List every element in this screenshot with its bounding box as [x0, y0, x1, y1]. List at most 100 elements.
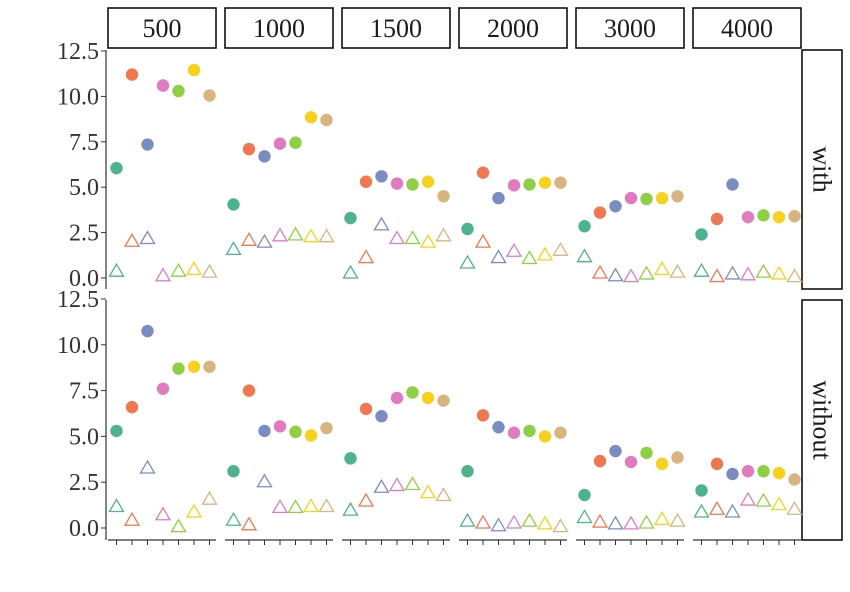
point-triangle-without-500-0 [108, 498, 125, 513]
strip-box-col-1500 [341, 7, 451, 49]
point-circle-with-1000-3 [273, 137, 287, 150]
y-tick-label-without: 7.5 [69, 379, 99, 405]
x-axes [108, 539, 801, 545]
point-circle-with-4000-2 [726, 178, 739, 191]
point-circle-without-1000-1 [242, 384, 256, 397]
point-circle-without-500-6 [203, 360, 216, 373]
point-triangle-with-2000-5 [536, 246, 554, 261]
point-circle-with-1500-5 [421, 175, 435, 188]
point-circle-without-1500-0 [344, 452, 357, 465]
point-circle-with-1000-4 [289, 136, 302, 149]
point-triangle-with-1500-0 [342, 264, 359, 279]
point-circle-without-1500-2 [375, 410, 388, 423]
point-triangle-with-3000-6 [669, 263, 686, 278]
point-triangle-without-1500-3 [388, 477, 406, 492]
point-circle-without-4000-5 [772, 466, 786, 480]
point-triangle-without-1500-4 [404, 476, 421, 491]
point-triangle-with-3000-0 [576, 248, 593, 263]
point-triangle-without-2000-0 [459, 512, 476, 527]
point-circle-with-2000-5 [538, 176, 552, 189]
point-triangle-without-1000-2 [256, 473, 273, 488]
y-tick-label-with: 0.0 [69, 266, 99, 292]
point-circle-with-1500-2 [375, 170, 388, 183]
point-circle-without-2000-5 [538, 430, 552, 443]
point-triangle-with-1500-2 [373, 216, 390, 231]
strip-label-col-500: 500 [143, 14, 182, 43]
y-tick-label-without: 10.0 [57, 333, 99, 359]
point-triangle-without-4000-4 [755, 492, 772, 507]
point-circle-with-1500-6 [437, 190, 450, 203]
point-triangle-without-500-2 [139, 459, 156, 474]
strip-box-col-500 [107, 7, 217, 49]
point-circle-with-1000-2 [258, 150, 271, 163]
strip-label-row-without: without [808, 380, 837, 460]
point-triangle-without-1500-1 [357, 492, 375, 507]
point-triangle-with-4000-1 [708, 268, 726, 283]
point-circle-with-4000-0 [695, 228, 708, 241]
point-triangle-without-500-6 [201, 490, 218, 505]
point-circle-with-500-3 [156, 79, 170, 92]
point-triangle-without-500-1 [123, 511, 141, 526]
data-points [108, 63, 803, 533]
point-triangle-with-4000-2 [724, 265, 741, 280]
point-circle-with-1000-5 [304, 111, 318, 124]
point-circle-with-2000-0 [461, 222, 474, 236]
point-triangle-without-3000-4 [638, 514, 655, 529]
point-triangle-with-2000-6 [552, 242, 569, 256]
point-circle-with-500-2 [141, 138, 154, 151]
y-tick-label-with: 10.0 [57, 84, 99, 110]
point-circle-without-500-5 [187, 360, 201, 373]
strip-box-row-with [801, 49, 843, 290]
point-triangle-without-2000-2 [490, 517, 507, 532]
point-triangle-without-4000-6 [786, 500, 803, 515]
point-triangle-without-500-3 [154, 506, 172, 521]
point-triangle-without-2000-6 [552, 518, 569, 533]
point-triangle-with-1000-0 [225, 241, 242, 256]
point-circle-without-500-1 [125, 400, 139, 414]
strip-label-col-3000: 3000 [604, 14, 656, 43]
point-triangle-with-3000-2 [607, 267, 624, 282]
point-circle-without-1500-4 [406, 386, 419, 399]
point-circle-without-3000-5 [655, 457, 669, 471]
point-triangle-with-4000-6 [786, 268, 803, 283]
point-circle-without-3000-0 [578, 488, 591, 502]
point-circle-with-3000-2 [609, 200, 622, 213]
point-circle-with-2000-1 [476, 166, 490, 179]
point-circle-with-4000-3 [741, 210, 755, 224]
point-triangle-without-1500-5 [419, 484, 437, 499]
y-tick-label-without: 2.5 [69, 470, 99, 496]
point-circle-with-1000-1 [242, 142, 256, 156]
point-triangle-without-4000-0 [693, 503, 710, 518]
point-circle-without-500-0 [110, 424, 123, 438]
point-circle-without-1000-4 [289, 425, 302, 439]
point-circle-with-4000-5 [772, 210, 786, 224]
point-circle-with-1000-6 [320, 113, 333, 127]
point-circle-without-1000-0 [227, 465, 240, 478]
point-triangle-without-3000-5 [653, 511, 671, 525]
point-triangle-with-1500-5 [419, 233, 437, 248]
point-triangle-without-1500-2 [373, 478, 390, 493]
point-triangle-without-500-5 [185, 503, 203, 518]
point-triangle-with-3000-4 [638, 265, 655, 280]
column-strip-labels: 500 1000 1500 2000 3000 4000 [107, 7, 802, 49]
strip-box-col-4000 [692, 7, 802, 49]
strip-label-col-1000: 1000 [253, 14, 305, 43]
point-triangle-with-1000-3 [271, 227, 289, 242]
y-tick-label-without: 0.0 [69, 516, 99, 542]
point-circle-with-4000-4 [757, 209, 770, 222]
point-circle-without-2000-0 [461, 465, 474, 478]
point-triangle-with-3000-3 [622, 268, 640, 283]
point-triangle-without-1000-6 [318, 498, 335, 513]
point-triangle-with-1500-3 [388, 230, 406, 245]
strip-box-row-without [801, 299, 843, 541]
point-circle-without-4000-0 [695, 484, 708, 497]
point-circle-without-1000-3 [273, 420, 287, 433]
point-circle-with-1500-0 [344, 211, 357, 225]
point-circle-without-2000-6 [554, 426, 567, 439]
point-triangle-without-3000-0 [576, 509, 593, 524]
point-circle-without-2000-2 [492, 421, 505, 434]
point-circle-with-2000-6 [554, 176, 567, 189]
point-triangle-with-2000-3 [505, 242, 523, 257]
point-circle-without-4000-4 [757, 465, 770, 478]
